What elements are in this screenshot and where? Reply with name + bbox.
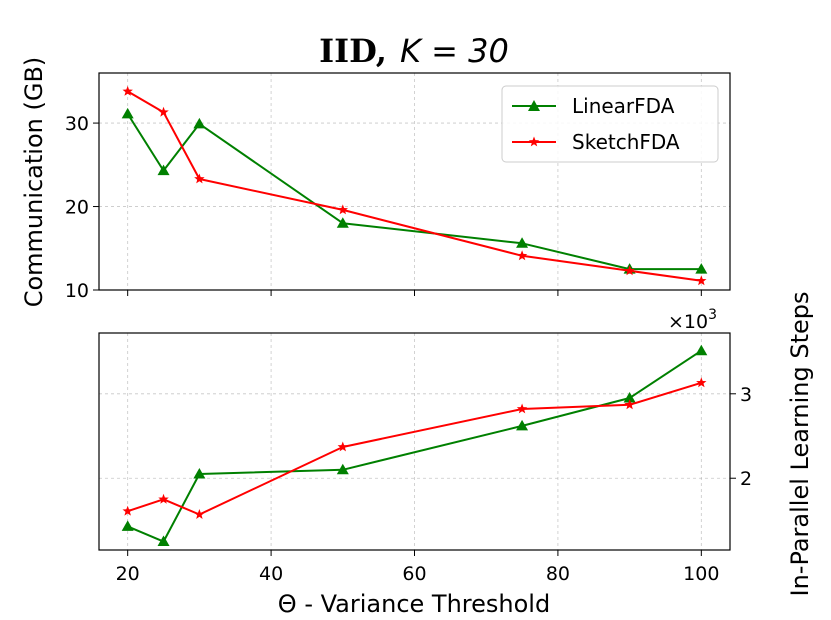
data-point-sketchfda <box>696 275 707 286</box>
data-point-sketchfda <box>516 403 528 414</box>
data-point-linearfda <box>695 344 708 356</box>
y-axis-label-top: Communication (GB) <box>20 57 48 308</box>
bottom-plot-frame <box>98 332 731 551</box>
legend-label-linearfda: LinearFDA <box>572 94 675 118</box>
y-tick-label: 30 <box>65 113 89 135</box>
data-point-sketchfda <box>194 173 205 184</box>
data-point-linearfda <box>516 419 529 431</box>
data-point-linearfda <box>623 392 636 403</box>
x-tick-label: 20 <box>116 563 140 585</box>
chart-title-bold: IID, <box>319 32 387 70</box>
data-point-linearfda <box>336 217 349 228</box>
data-point-linearfda <box>157 164 170 176</box>
bottom-series <box>121 344 708 547</box>
data-point-linearfda <box>121 107 134 119</box>
top-panel: 10 20 30 LinearFDA SketchFDA <box>65 72 731 302</box>
data-point-linearfda <box>336 463 349 475</box>
x-tick-label: 80 <box>546 563 570 585</box>
series-line-linearfda <box>127 349 702 543</box>
data-point-linearfda <box>121 520 134 531</box>
data-point-sketchfda <box>337 441 348 452</box>
data-point-sketchfda <box>624 265 635 276</box>
y-multiplier: ×103 <box>668 307 717 333</box>
x-tick-label: 40 <box>259 563 283 585</box>
chart-title-math: K = 30 <box>400 32 509 70</box>
data-point-sketchfda <box>696 377 707 388</box>
legend: LinearFDA SketchFDA <box>501 85 719 163</box>
y-axis-label-bottom: In-Parallel Learning Steps <box>786 292 814 597</box>
data-point-sketchfda <box>337 204 348 215</box>
top-ticks: 10 20 30 <box>65 113 702 302</box>
data-point-sketchfda <box>516 250 528 261</box>
x-axis-label: Θ - Variance Threshold <box>278 590 550 618</box>
legend-label-sketchfda: SketchFDA <box>572 130 680 154</box>
bottom-panel: 20 40 60 80 100 2 3 ×103 <box>98 307 753 585</box>
x-tick-label: 100 <box>683 563 719 585</box>
data-point-sketchfda <box>194 509 205 519</box>
chart-title: IID, K = 30 <box>319 32 509 70</box>
data-point-sketchfda <box>122 505 133 516</box>
y-tick-label: 2 <box>740 468 752 490</box>
y-tick-label: 20 <box>65 197 89 219</box>
data-point-linearfda <box>193 117 206 129</box>
data-point-sketchfda <box>158 493 169 504</box>
data-point-linearfda <box>516 237 529 248</box>
data-point-sketchfda <box>624 399 635 410</box>
data-point-sketchfda <box>122 85 133 96</box>
top-series <box>121 85 708 286</box>
bottom-ticks: 20 40 60 80 100 2 3 <box>116 384 753 585</box>
top-plot-frame <box>98 72 731 291</box>
x-tick-label: 60 <box>402 563 426 585</box>
legend-marker-sketchfda <box>528 136 540 147</box>
y-tick-label: 3 <box>740 384 752 406</box>
data-point-sketchfda <box>158 106 169 117</box>
data-point-linearfda <box>157 535 170 547</box>
bottom-gridlines <box>99 333 730 550</box>
y-tick-label: 10 <box>65 280 89 302</box>
data-point-linearfda <box>695 263 708 274</box>
data-point-linearfda <box>193 468 206 479</box>
legend-marker-linearfda <box>528 100 540 111</box>
